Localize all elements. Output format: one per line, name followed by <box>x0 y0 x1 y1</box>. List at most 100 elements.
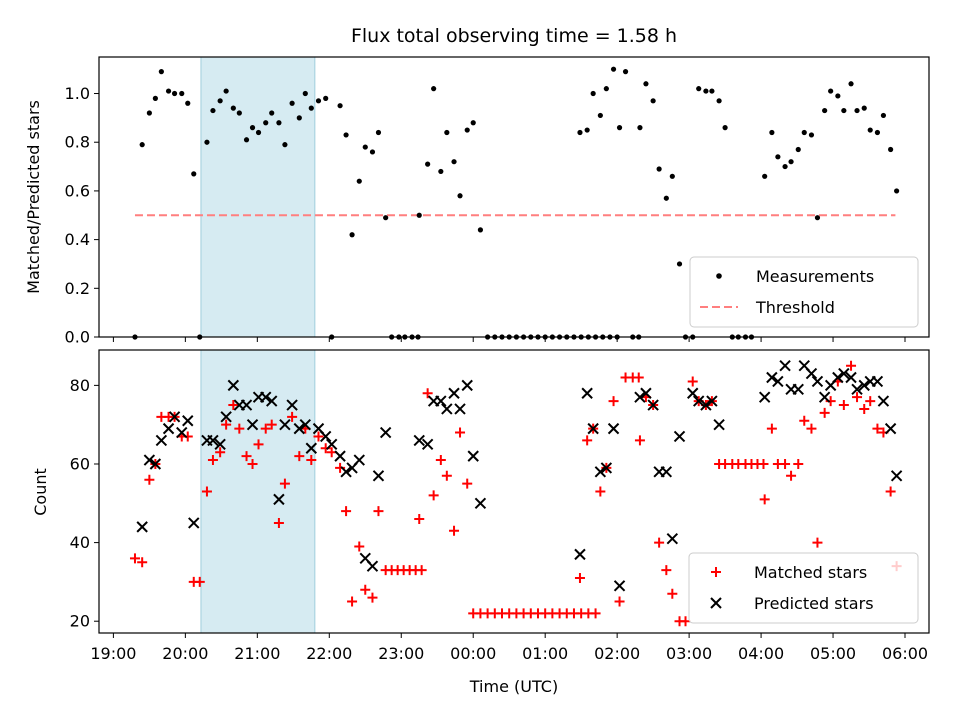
matched-star-point <box>294 451 305 462</box>
x-tick-label: 00:00 <box>450 644 496 663</box>
measurement-point <box>590 90 596 97</box>
measurement-point <box>643 81 649 87</box>
measurement-point <box>854 107 860 114</box>
predicted-star-point <box>634 391 646 403</box>
measurement-point <box>808 132 815 138</box>
x-tick-label: 04:00 <box>738 644 784 663</box>
predicted-star-point <box>838 367 850 380</box>
bottom-shaded-span <box>200 349 316 634</box>
measurement-point <box>171 90 178 97</box>
measurement-point <box>282 142 288 148</box>
matched-star-point <box>865 396 876 407</box>
matched-star-point <box>582 435 593 446</box>
predicted-star-point <box>613 580 626 592</box>
measurement-point <box>848 81 854 87</box>
top-y-tick-label: 1.0 <box>65 84 90 103</box>
predicted-star-point <box>454 403 466 415</box>
predicted-star-point <box>811 375 824 388</box>
x-tick-label: 22:00 <box>306 644 352 663</box>
top-legend-box <box>689 256 919 328</box>
bottom-x-ticks: 19:00 20:00 21:00 22:00 23:00 00:00 01:00 02:00… <box>90 633 928 663</box>
measurement-point <box>861 105 867 111</box>
measurement-point <box>656 166 662 172</box>
predicted-star-point <box>792 383 804 396</box>
predicted-star-point <box>143 454 156 466</box>
measurement-point <box>709 88 715 94</box>
measurement-point <box>289 100 295 106</box>
measurement-point <box>158 69 164 75</box>
matched-star-point <box>435 455 446 466</box>
measurement-point <box>828 88 834 94</box>
measurement-point <box>622 69 629 75</box>
measurement-point <box>179 90 185 97</box>
measurement-point <box>610 66 617 72</box>
top-y-ticks: 0.0 0.2 0.4 0.6 0.8 1.0 <box>65 84 99 347</box>
measurement-point <box>650 98 656 104</box>
measurement-point <box>880 112 887 119</box>
top-y-axis-label: Matched/Predicted stars <box>24 100 43 294</box>
x-tick-label: 20:00 <box>162 644 208 663</box>
predicted-star-point <box>182 415 194 427</box>
top-shaded-span <box>200 56 316 338</box>
measurement-point <box>775 154 781 160</box>
measurement-point <box>451 159 457 165</box>
matched-star-point <box>680 616 691 627</box>
legend-label-matched: Matched stars <box>754 563 867 582</box>
matched-star-point <box>786 470 797 481</box>
measurement-point <box>362 144 368 150</box>
measurement-point <box>477 227 484 233</box>
x-tick-label: 01:00 <box>522 644 568 663</box>
legend-marker-predicted <box>710 597 722 609</box>
predicted-star-point <box>421 438 434 451</box>
measurement-point <box>894 188 900 194</box>
matched-star-point <box>846 360 857 371</box>
legend-marker-measurements <box>716 273 722 279</box>
predicted-star-point <box>188 517 200 529</box>
predicted-star-point <box>162 422 175 435</box>
bottom-y-ticks: 20 40 60 80 <box>70 376 99 631</box>
predicted-star-point <box>666 532 679 545</box>
measurement-point <box>769 129 775 136</box>
measurement-point <box>343 132 349 138</box>
predicted-star-point <box>319 430 332 443</box>
predicted-star-point <box>687 387 699 399</box>
matched-star-point <box>799 415 810 426</box>
matched-star-point <box>428 490 439 501</box>
measurement-point <box>867 127 873 133</box>
measurement-point <box>217 98 223 104</box>
matched-star-point <box>852 392 863 403</box>
bottom-legend: Matched stars Predicted stars <box>688 552 919 624</box>
predicted-star-point <box>845 371 857 384</box>
measurement-point <box>315 98 322 104</box>
top-legend: Measurements Threshold <box>689 256 919 328</box>
x-tick-label: 21:00 <box>234 644 280 663</box>
predicted-star-point <box>607 422 620 435</box>
predicted-star-point <box>155 434 168 447</box>
legend-marker-matched <box>711 567 721 577</box>
predicted-star-point <box>587 422 599 435</box>
measurement-point <box>375 129 382 136</box>
predicted-star-point <box>877 395 890 407</box>
predicted-star-point <box>660 466 673 478</box>
measurement-point <box>204 139 210 145</box>
matched-star-point <box>306 455 317 466</box>
bottom-legend-box <box>688 552 919 624</box>
top-panel: 0.0 0.2 0.4 0.6 0.8 1.0 Flux total observing … <box>24 25 930 347</box>
predicted-star-point <box>240 399 253 411</box>
top-y-tick-label: 0.2 <box>65 279 90 298</box>
matched-star-point <box>441 470 452 481</box>
measurement-point <box>814 215 821 221</box>
measurement-point <box>165 88 172 94</box>
matched-star-point <box>234 423 245 434</box>
predicted-star-point <box>871 375 884 388</box>
measurement-point <box>230 105 236 111</box>
legend-label-threshold: Threshold <box>755 298 835 317</box>
measurement-point <box>425 161 431 167</box>
measurement-point <box>457 193 463 199</box>
matched-star-point <box>793 458 804 469</box>
measurement-point <box>835 93 841 99</box>
predicted-star-point <box>260 391 272 403</box>
matched-star-point <box>462 478 473 489</box>
matched-star-point <box>661 565 672 576</box>
